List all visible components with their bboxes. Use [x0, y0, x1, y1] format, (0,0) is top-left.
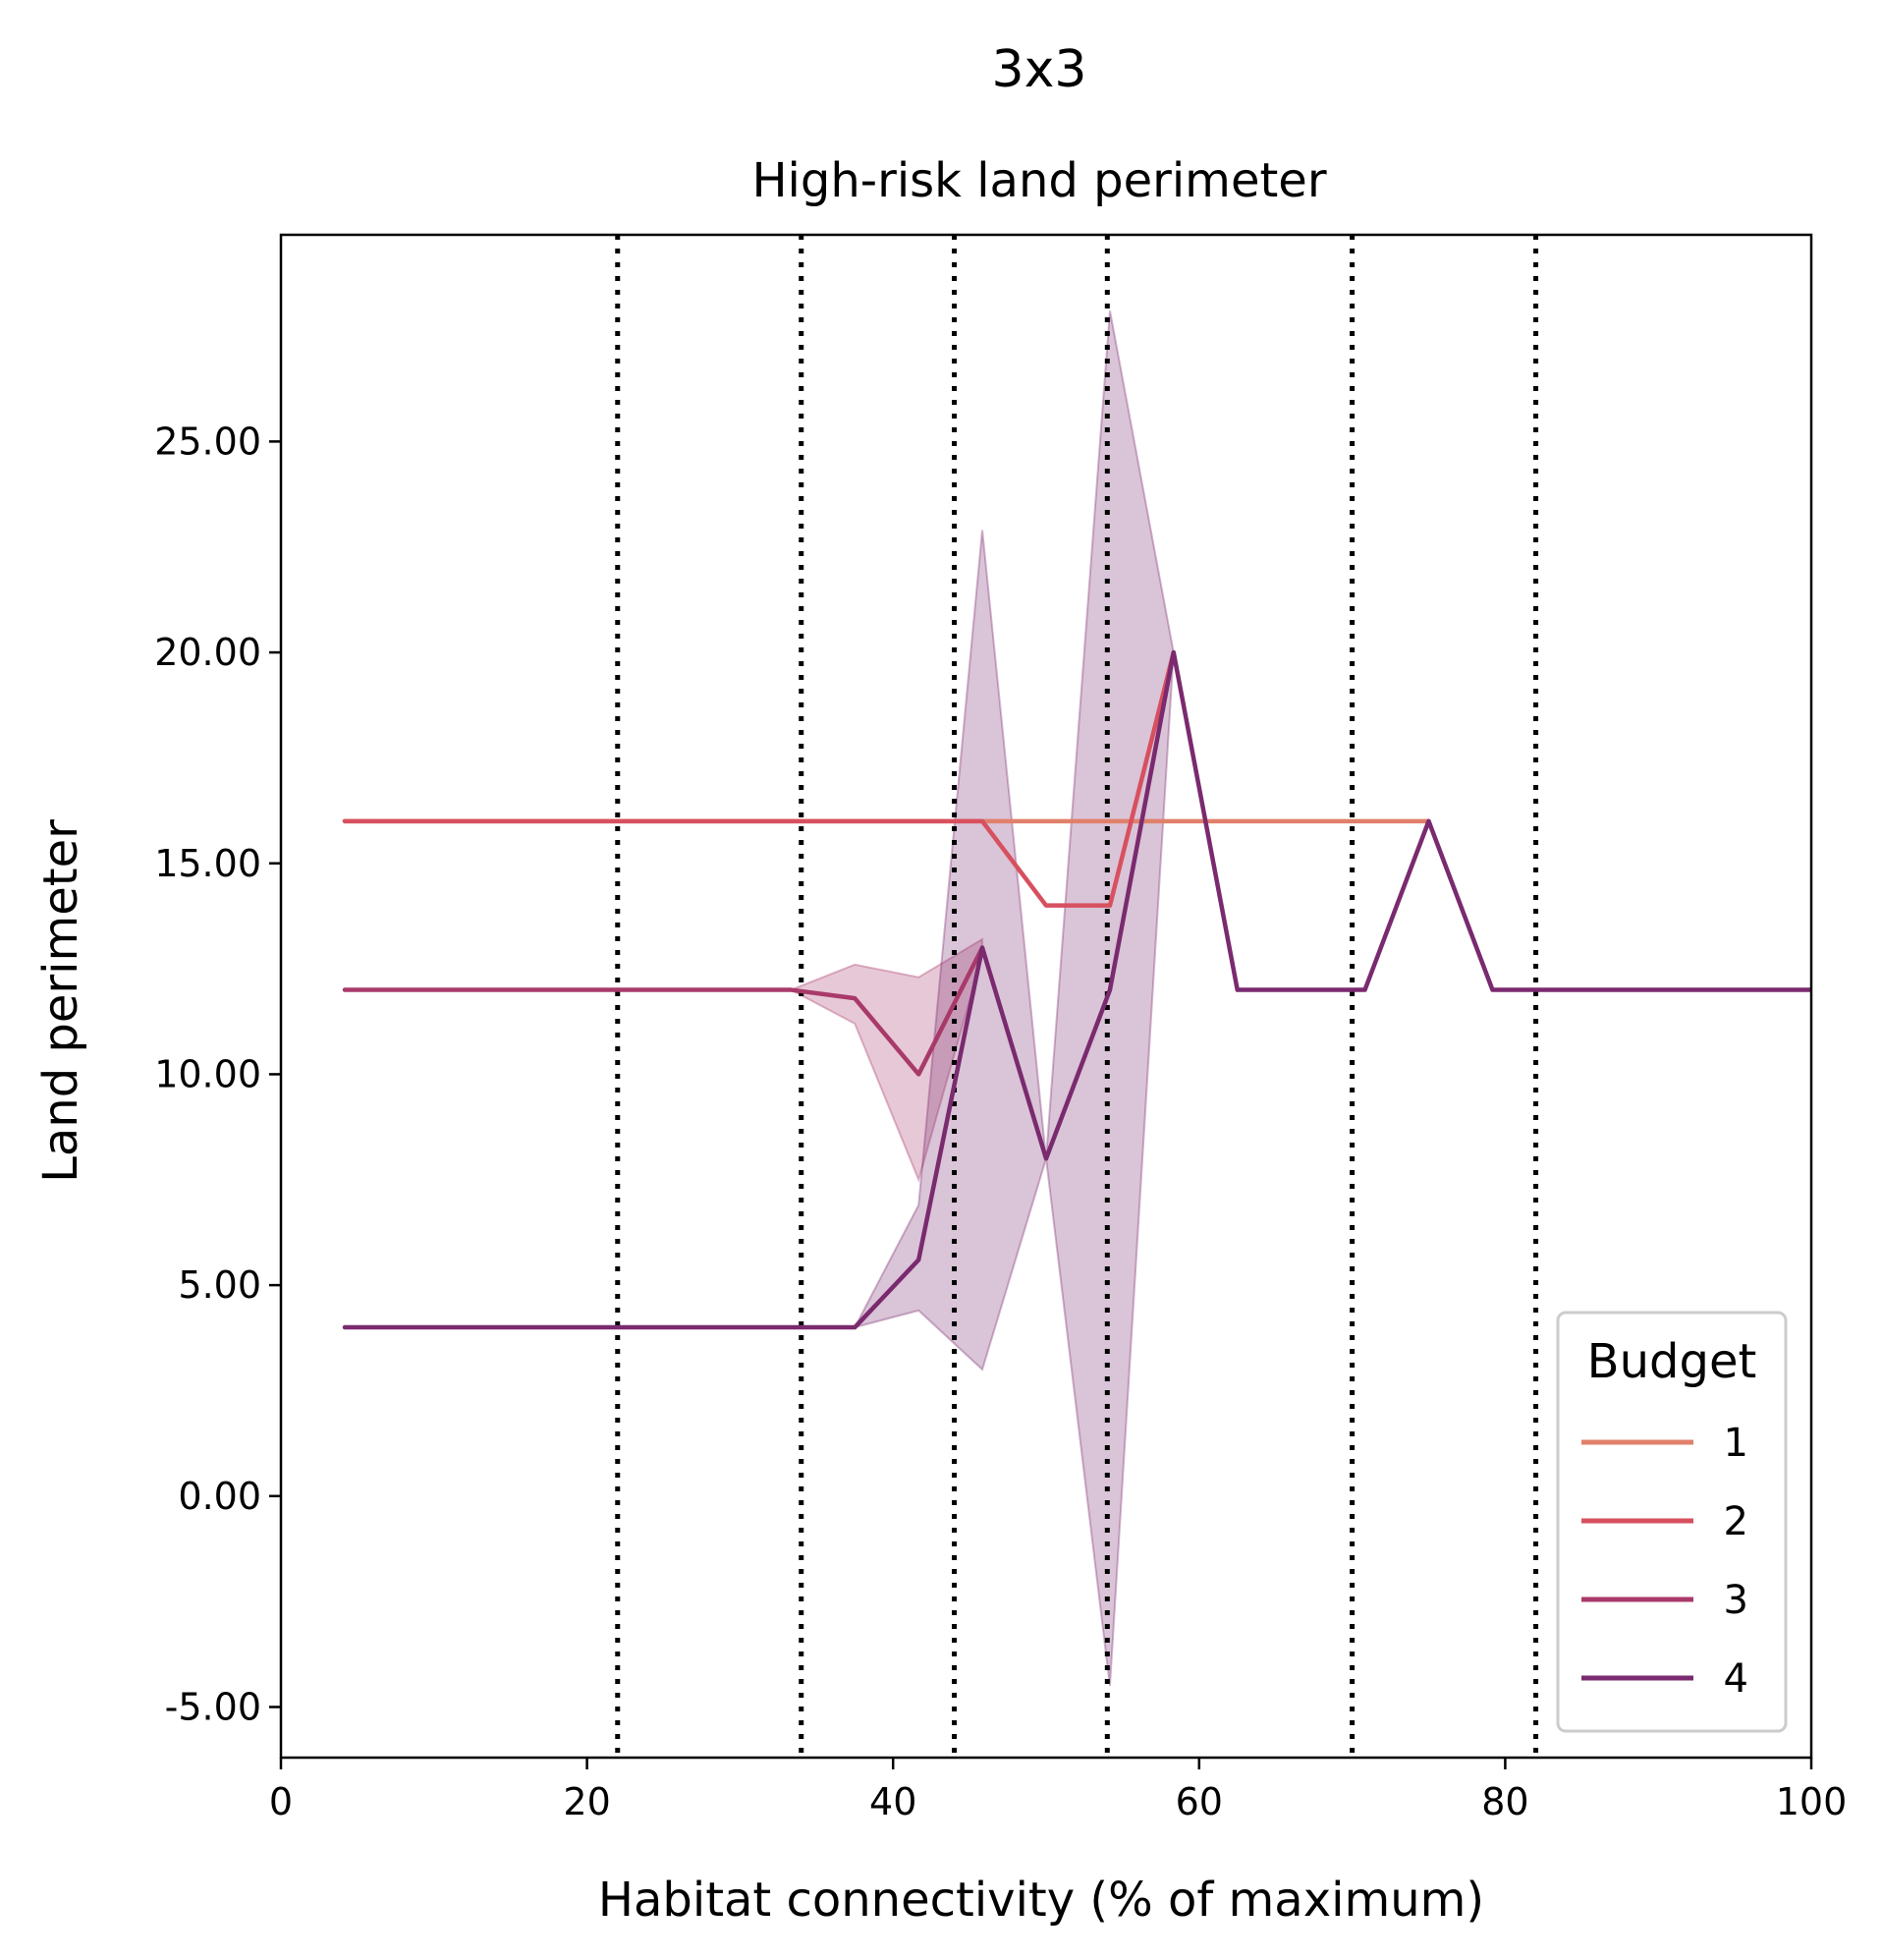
- legend-label-1: 1: [1724, 1421, 1748, 1466]
- y-tick-label: -5.00: [165, 1685, 261, 1728]
- y-tick-label: 20.00: [154, 631, 261, 674]
- x-axis-ticks: 0 20 40 60 80 100: [269, 1758, 1847, 1823]
- line-series-4: [342, 649, 1811, 1330]
- legend-label-2: 2: [1724, 1499, 1748, 1544]
- y-tick-label: 25.00: [154, 420, 261, 463]
- y-axis-ticks: -5.00 0.00 5.00 10.00 15.00 20.00 25.00: [154, 420, 281, 1728]
- legend: Budget 1 2 3 4: [1556, 1311, 1788, 1733]
- y-tick-label: 10.00: [154, 1052, 261, 1095]
- x-tick-label: 100: [1776, 1780, 1848, 1823]
- x-tick-label: 80: [1481, 1780, 1528, 1823]
- legend-label-3: 3: [1724, 1578, 1748, 1623]
- series-lines: [342, 649, 1811, 1330]
- plot-frame: [279, 233, 1813, 1760]
- y-tick-label: 5.00: [178, 1263, 261, 1307]
- x-axis-label: Habitat connectivity (% of maximum): [598, 1873, 1484, 1928]
- legend-items: 1 2 3 4: [1581, 1421, 1748, 1702]
- x-tick-label: 60: [1176, 1780, 1223, 1823]
- y-tick-label: 15.00: [154, 842, 261, 885]
- chart-title: High-risk land perimeter: [751, 153, 1326, 208]
- y-axis-label: Land perimeter: [33, 819, 88, 1183]
- x-tick-label: 20: [563, 1780, 610, 1823]
- figure-title: 3x3: [992, 40, 1087, 99]
- line-series-3: [342, 945, 985, 1077]
- x-tick-label: 40: [869, 1780, 916, 1823]
- y-tick-label: 0.00: [178, 1475, 261, 1518]
- x-tick-label: 0: [269, 1780, 293, 1823]
- legend-label-4: 4: [1724, 1656, 1748, 1702]
- line-series-2: [342, 649, 1177, 908]
- legend-title: Budget: [1587, 1334, 1757, 1389]
